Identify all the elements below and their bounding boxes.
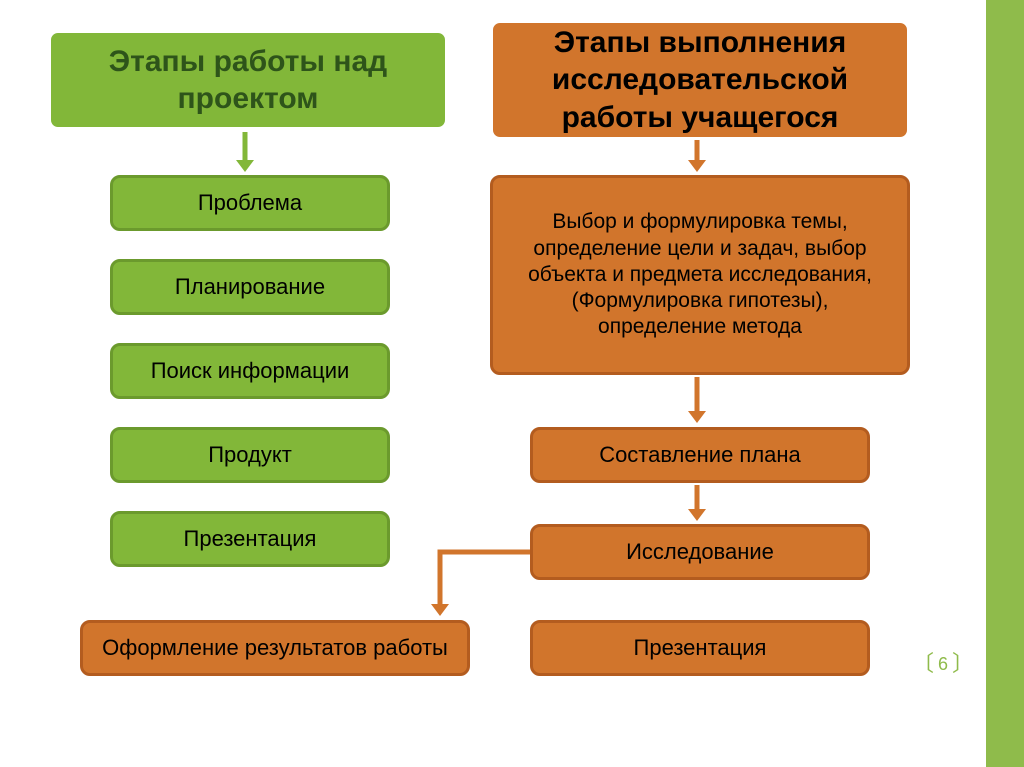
bottom-result: Оформление результатов работы [80,620,470,676]
right-step-plan: Составление плана [530,427,870,483]
left-header: Этапы работы над проектом [48,30,448,130]
sidebar-accent [986,0,1024,767]
page-number: 6 [912,645,974,677]
right-step-research: Исследование [530,524,870,580]
left-step-3: Поиск информации [110,343,390,399]
right-step-presentation: Презентация [530,620,870,676]
right-header: Этапы выполнения исследовательской работ… [490,20,910,140]
right-detail: Выбор и формулировка темы, определение ц… [490,175,910,375]
left-step-2: Планирование [110,259,390,315]
left-step-5: Презентация [110,511,390,567]
left-step-4: Продукт [110,427,390,483]
left-step-1: Проблема [110,175,390,231]
